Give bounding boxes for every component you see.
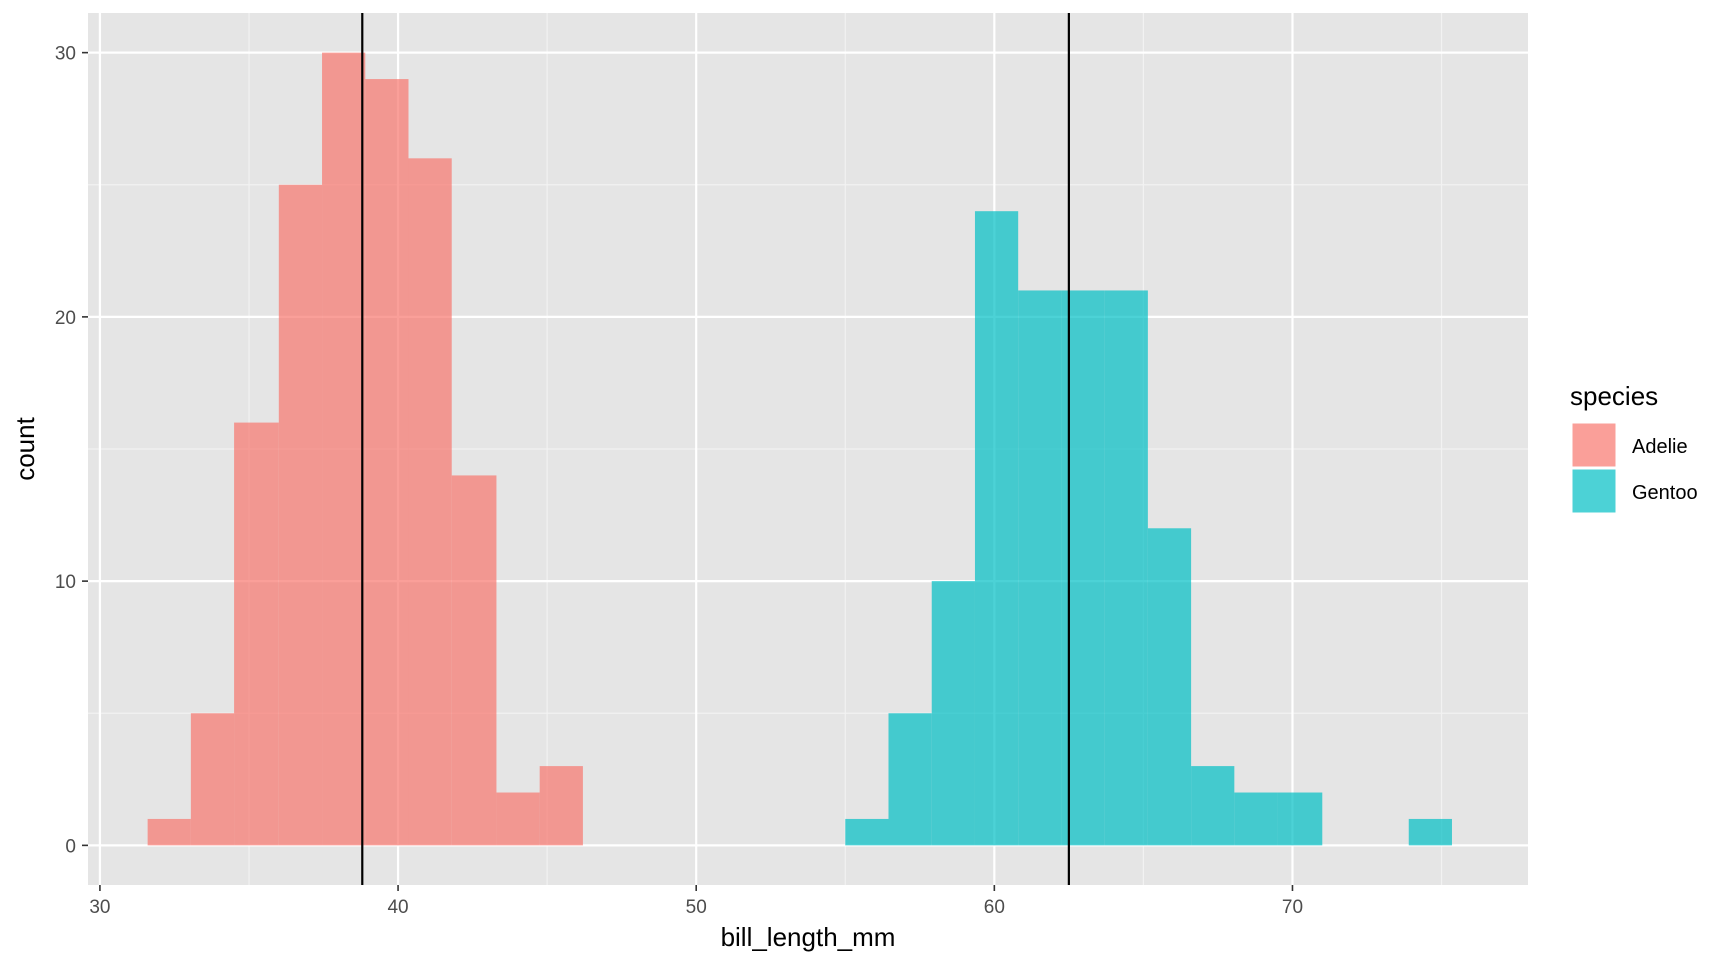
bar-gentoo xyxy=(845,818,889,846)
y-axis: 0 10 20 30 xyxy=(55,44,88,857)
y-tick-label: 20 xyxy=(55,308,76,329)
legend-key-adelie xyxy=(1571,422,1617,468)
x-tick-label: 30 xyxy=(89,897,110,918)
y-axis-title: count xyxy=(10,416,40,480)
x-axis: 30 40 50 60 70 xyxy=(89,885,1303,918)
x-tick-label: 40 xyxy=(387,897,408,918)
bar-adelie xyxy=(278,184,323,846)
bar-gentoo xyxy=(1018,290,1062,846)
bar-gentoo xyxy=(974,211,1019,846)
x-tick-label: 50 xyxy=(686,897,707,918)
histogram-bars xyxy=(147,52,1452,846)
bar-adelie xyxy=(190,713,235,846)
bar-gentoo xyxy=(1277,792,1323,846)
bar-adelie xyxy=(451,475,497,846)
x-axis-title: bill_length_mm xyxy=(721,922,896,952)
legend-title: species xyxy=(1570,381,1658,411)
bar-gentoo xyxy=(1191,766,1235,846)
bar-gentoo xyxy=(931,581,975,846)
bar-adelie xyxy=(147,818,191,846)
bar-gentoo xyxy=(1408,818,1452,846)
bar-gentoo xyxy=(1104,290,1148,846)
bar-adelie xyxy=(365,79,409,846)
mean-lines xyxy=(361,13,1070,885)
legend-label-gentoo: Gentoo xyxy=(1632,482,1698,504)
legend: species Adelie Gentoo xyxy=(1570,381,1698,514)
bar-gentoo xyxy=(1234,792,1278,846)
y-tick-label: 0 xyxy=(65,836,76,857)
x-tick-label: 60 xyxy=(984,897,1005,918)
bar-adelie xyxy=(408,158,452,846)
legend-key-gentoo xyxy=(1571,468,1617,514)
y-tick-label: 30 xyxy=(55,44,76,65)
bar-gentoo xyxy=(1147,528,1192,846)
y-tick-label: 10 xyxy=(55,572,76,593)
bar-adelie xyxy=(234,422,279,846)
x-tick-label: 70 xyxy=(1282,897,1303,918)
bar-adelie xyxy=(496,792,540,846)
bar-adelie xyxy=(539,766,583,846)
legend-label-adelie: Adelie xyxy=(1632,436,1688,458)
bar-adelie xyxy=(322,52,366,846)
bar-gentoo xyxy=(888,713,932,846)
